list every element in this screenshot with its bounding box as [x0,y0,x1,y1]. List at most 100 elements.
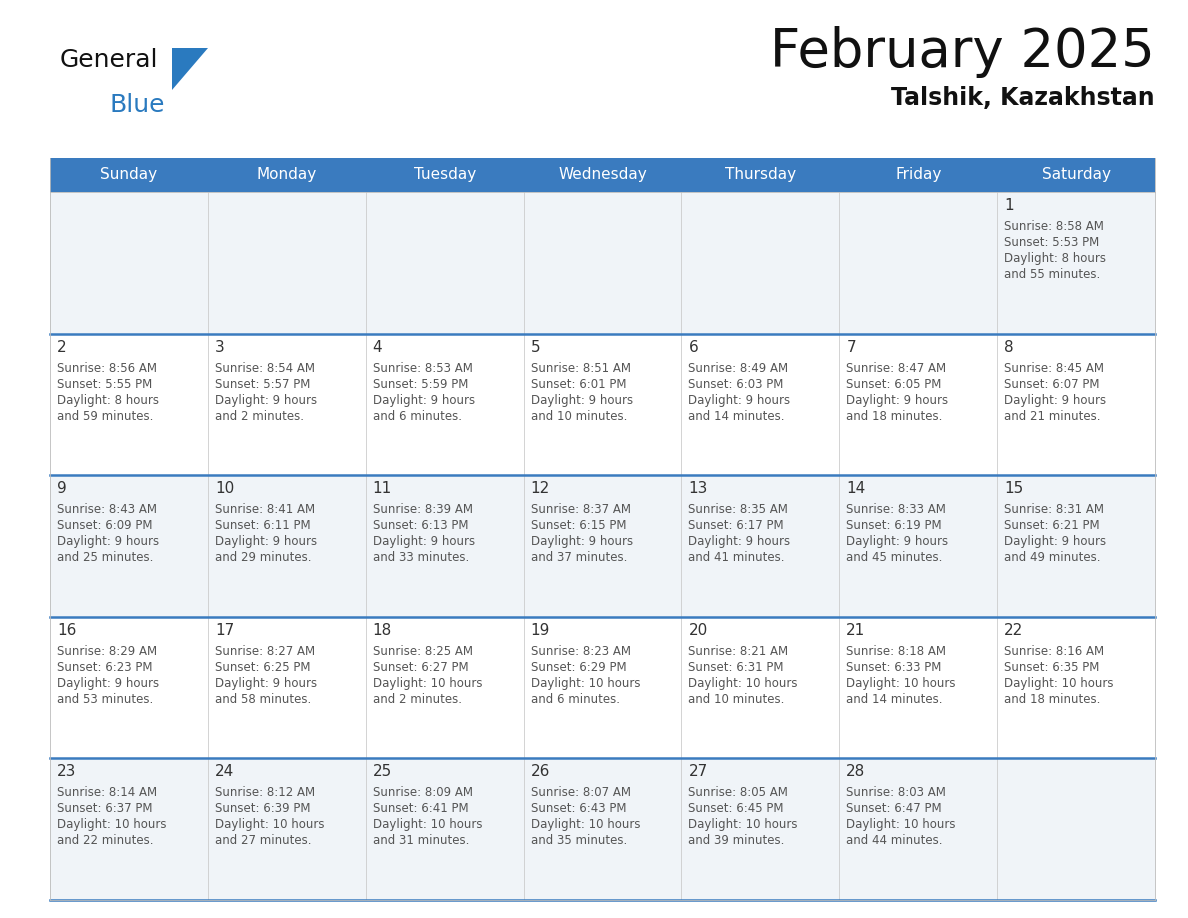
Text: Sunrise: 8:21 AM: Sunrise: 8:21 AM [688,644,789,658]
Text: 15: 15 [1004,481,1023,497]
Text: Sunrise: 8:51 AM: Sunrise: 8:51 AM [531,362,631,375]
Text: Daylight: 9 hours: Daylight: 9 hours [215,535,317,548]
Text: and 2 minutes.: and 2 minutes. [215,409,304,422]
Text: Sunset: 6:13 PM: Sunset: 6:13 PM [373,520,468,532]
Text: Wednesday: Wednesday [558,167,647,183]
Text: and 18 minutes.: and 18 minutes. [1004,693,1100,706]
Bar [839,192,997,333]
Text: Daylight: 10 hours: Daylight: 10 hours [215,819,324,832]
Text: Daylight: 9 hours: Daylight: 9 hours [57,535,159,548]
Text: and 53 minutes.: and 53 minutes. [57,693,153,706]
Text: February 2025: February 2025 [770,26,1155,78]
Text: Sunset: 5:57 PM: Sunset: 5:57 PM [215,377,310,390]
Text: 25: 25 [373,765,392,779]
Text: and 14 minutes.: and 14 minutes. [846,693,943,706]
Text: 21: 21 [846,622,866,638]
Text: Sunrise: 8:09 AM: Sunrise: 8:09 AM [373,787,473,800]
Text: Daylight: 10 hours: Daylight: 10 hours [846,677,956,689]
Bar [366,476,524,617]
Text: Sunrise: 8:23 AM: Sunrise: 8:23 AM [531,644,631,658]
Bar [682,617,839,758]
Bar [366,333,524,476]
Text: 17: 17 [215,622,234,638]
Bar [524,333,682,476]
Text: Sunrise: 8:47 AM: Sunrise: 8:47 AM [846,362,947,375]
Text: Sunrise: 8:07 AM: Sunrise: 8:07 AM [531,787,631,800]
Text: Sunset: 6:43 PM: Sunset: 6:43 PM [531,802,626,815]
Text: Daylight: 9 hours: Daylight: 9 hours [688,394,790,407]
Text: Sunset: 6:03 PM: Sunset: 6:03 PM [688,377,784,390]
Bar [839,758,997,900]
Bar [50,158,208,192]
Text: and 10 minutes.: and 10 minutes. [688,693,785,706]
Text: Sunrise: 8:18 AM: Sunrise: 8:18 AM [846,644,947,658]
Text: 10: 10 [215,481,234,497]
Text: 5: 5 [531,340,541,354]
Text: Sunset: 6:41 PM: Sunset: 6:41 PM [373,802,468,815]
Text: Sunrise: 8:41 AM: Sunrise: 8:41 AM [215,503,315,516]
Text: and 29 minutes.: and 29 minutes. [215,551,311,565]
Text: Sunrise: 8:39 AM: Sunrise: 8:39 AM [373,503,473,516]
Text: Daylight: 8 hours: Daylight: 8 hours [57,394,159,407]
Text: and 6 minutes.: and 6 minutes. [373,409,462,422]
Bar [50,192,208,333]
Text: Daylight: 9 hours: Daylight: 9 hours [215,677,317,689]
Text: Sunset: 6:29 PM: Sunset: 6:29 PM [531,661,626,674]
Text: Sunrise: 8:14 AM: Sunrise: 8:14 AM [57,787,157,800]
Bar [208,333,366,476]
Text: Daylight: 9 hours: Daylight: 9 hours [531,394,633,407]
Text: Blue: Blue [110,93,165,117]
Text: Sunset: 6:39 PM: Sunset: 6:39 PM [215,802,310,815]
Text: and 41 minutes.: and 41 minutes. [688,551,785,565]
Text: 19: 19 [531,622,550,638]
Text: Sunrise: 8:03 AM: Sunrise: 8:03 AM [846,787,946,800]
Bar [524,476,682,617]
Bar [839,333,997,476]
Text: Talshik, Kazakhstan: Talshik, Kazakhstan [891,86,1155,110]
Bar [366,758,524,900]
Text: and 2 minutes.: and 2 minutes. [373,693,462,706]
Text: Sunrise: 8:49 AM: Sunrise: 8:49 AM [688,362,789,375]
Text: 12: 12 [531,481,550,497]
Text: and 25 minutes.: and 25 minutes. [57,551,153,565]
Text: Sunset: 6:31 PM: Sunset: 6:31 PM [688,661,784,674]
Text: Daylight: 10 hours: Daylight: 10 hours [531,677,640,689]
Text: and 6 minutes.: and 6 minutes. [531,693,620,706]
Text: Daylight: 10 hours: Daylight: 10 hours [531,819,640,832]
Text: Sunset: 6:23 PM: Sunset: 6:23 PM [57,661,152,674]
Text: Tuesday: Tuesday [413,167,475,183]
Text: Saturday: Saturday [1042,167,1111,183]
Text: 28: 28 [846,765,866,779]
Text: Sunset: 6:01 PM: Sunset: 6:01 PM [531,377,626,390]
Text: Daylight: 10 hours: Daylight: 10 hours [846,819,956,832]
Text: 9: 9 [57,481,67,497]
Text: 11: 11 [373,481,392,497]
Bar [208,476,366,617]
Bar [997,158,1155,192]
Text: 24: 24 [215,765,234,779]
Text: 20: 20 [688,622,708,638]
Bar [839,617,997,758]
Text: Daylight: 9 hours: Daylight: 9 hours [846,394,948,407]
Bar [208,758,366,900]
Bar [682,476,839,617]
Text: Sunset: 6:15 PM: Sunset: 6:15 PM [531,520,626,532]
Bar [366,192,524,333]
Text: and 10 minutes.: and 10 minutes. [531,409,627,422]
Text: and 55 minutes.: and 55 minutes. [1004,268,1100,281]
Text: Daylight: 10 hours: Daylight: 10 hours [688,677,798,689]
Text: Sunset: 6:19 PM: Sunset: 6:19 PM [846,520,942,532]
Text: Sunset: 6:07 PM: Sunset: 6:07 PM [1004,377,1100,390]
Text: Daylight: 9 hours: Daylight: 9 hours [373,394,475,407]
Text: Sunrise: 8:43 AM: Sunrise: 8:43 AM [57,503,157,516]
Text: Daylight: 10 hours: Daylight: 10 hours [1004,677,1113,689]
Text: Daylight: 10 hours: Daylight: 10 hours [373,819,482,832]
Text: Sunrise: 8:29 AM: Sunrise: 8:29 AM [57,644,157,658]
Text: and 18 minutes.: and 18 minutes. [846,409,942,422]
Text: Sunset: 6:17 PM: Sunset: 6:17 PM [688,520,784,532]
Text: 8: 8 [1004,340,1013,354]
Bar [682,333,839,476]
Text: General: General [61,48,158,72]
Bar [208,158,366,192]
Bar [997,476,1155,617]
